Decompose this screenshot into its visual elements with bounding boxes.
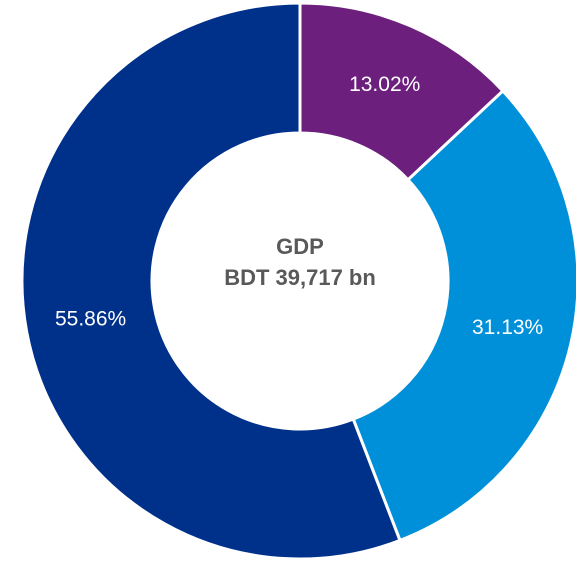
donut-slice [20,1,402,561]
slice-label: 55.86% [55,308,126,331]
slice-label: 13.02% [349,73,420,96]
donut-slice [351,88,576,543]
center-title: GDP [276,234,324,259]
slice-label: 31.13% [472,316,543,339]
donut-slice [298,1,505,182]
center-subtitle: BDT 39,717 bn [224,265,376,290]
